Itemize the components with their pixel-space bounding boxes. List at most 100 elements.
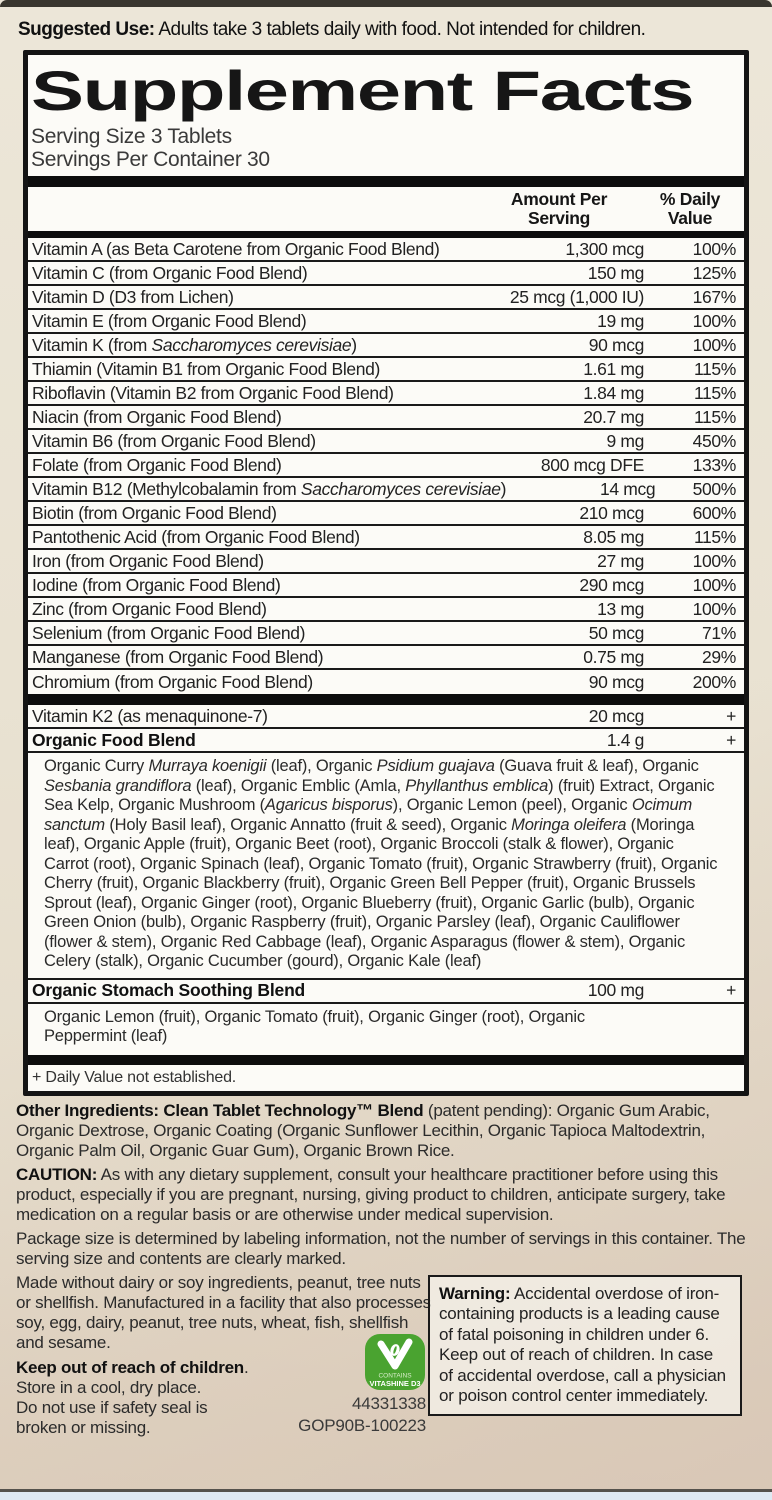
serving-size: Serving Size 3 Tablets: [31, 125, 232, 148]
table-row: Vitamin A (as Beta Carotene from Organic…: [28, 238, 744, 262]
nutrient-amount: 8.05 mg: [583, 526, 644, 547]
package-top-edge: [0, 0, 772, 7]
allergen-text: Made without dairy or soy ingredients, p…: [16, 1272, 431, 1352]
divider-thick: [28, 1054, 744, 1065]
divider-medium: [28, 231, 744, 238]
nutrient-amount: 290 mcg: [579, 574, 644, 595]
divider-thick: [28, 694, 744, 705]
vitashine-d3-badge: CONTAINS VITASHINE D3: [365, 1333, 425, 1390]
keep-out-text: Keep out of reach of children.: [16, 1357, 249, 1377]
nutrient-label: Manganese (from Organic Food Blend): [32, 646, 324, 667]
storage-text: Store in a cool, dry place.: [16, 1377, 202, 1397]
table-row: Selenium (from Organic Food Blend) 50 mc…: [28, 622, 744, 646]
table-row: Biotin (from Organic Food Blend) 210 mcg…: [28, 502, 744, 526]
table-row: Vitamin E (from Organic Food Blend) 19 m…: [28, 310, 744, 334]
nutrient-dv: 115%: [693, 382, 736, 403]
nutrient-label: Riboflavin (Vitamin B2 from Organic Food…: [32, 382, 394, 403]
nutrient-amount: 90 mcg: [588, 334, 645, 355]
nutrient-amount: 14 mcg: [599, 478, 656, 499]
nutrient-amount: 13 mg: [597, 598, 644, 619]
nutrient-label: Vitamin B6 (from Organic Food Blend): [32, 430, 316, 451]
product-code: 44331338: [351, 1393, 426, 1413]
nutrient-dv: 133%: [692, 454, 737, 475]
nutrient-dv: 100%: [692, 598, 737, 619]
nutrient-dv: 100%: [692, 550, 737, 571]
row-stomach-soothing-blend: Organic Stomach Soothing Blend 100 mg +: [28, 980, 744, 1004]
nutrient-dv: +: [726, 980, 736, 1000]
nutrient-amount: 90 mcg: [588, 671, 645, 692]
nutrient-dv: 450%: [692, 430, 737, 451]
nutrient-dv: 100%: [692, 574, 737, 595]
table-row: Iron (from Organic Food Blend) 27 mg 100…: [28, 550, 744, 574]
servings-per-container: Servings Per Container 30: [31, 148, 270, 171]
suggested-use-text: Suggested Use: Adults take 3 tablets dai…: [18, 19, 646, 40]
nutrient-dv: +: [726, 705, 736, 726]
table-row: Vitamin C (from Organic Food Blend) 150 …: [28, 262, 744, 286]
column-header-amount: Amount Per Serving: [510, 189, 608, 228]
nutrient-label: Niacin (from Organic Food Blend): [32, 406, 282, 427]
nutrient-label: Chromium (from Organic Food Blend): [32, 671, 313, 692]
nutrient-dv: 125%: [692, 262, 737, 283]
nutrient-dv: 100%: [692, 310, 737, 331]
nutrient-label: Iron (from Organic Food Blend): [32, 550, 264, 571]
nutrient-amount: 20 mcg: [588, 705, 645, 726]
nutrient-amount: 1.61 mg: [583, 358, 644, 379]
nutrient-label: Organic Food Blend: [32, 729, 196, 750]
nutrient-dv: 100%: [692, 238, 737, 259]
nutrient-label: Vitamin E (from Organic Food Blend): [32, 310, 307, 331]
nutrient-label: Pantothenic Acid (from Organic Food Blen…: [32, 526, 360, 547]
table-row: Riboflavin (Vitamin B2 from Organic Food…: [28, 382, 744, 406]
table-row: Manganese (from Organic Food Blend) 0.75…: [28, 646, 744, 670]
table-row: Chromium (from Organic Food Blend) 90 mc…: [28, 670, 744, 694]
nutrient-amount: 1.4 g: [606, 729, 645, 750]
nutrient-amount: 19 mg: [597, 310, 644, 331]
nutrient-amount: 50 mcg: [588, 622, 645, 643]
panel-title: Supplement Facts: [31, 59, 695, 122]
table-row: Folate (from Organic Food Blend) 800 mcg…: [28, 454, 744, 478]
warning-box: Warning: Accidental overdose of iron-con…: [428, 1274, 742, 1416]
daily-value-footnote: + Daily Value not established.: [32, 1068, 237, 1086]
nutrient-label: Zinc (from Organic Food Blend): [32, 598, 267, 619]
nutrient-label: Thiamin (Vitamin B1 from Organic Food Bl…: [32, 358, 381, 379]
nutrient-amount: 1.84 mg: [583, 382, 644, 403]
nutrient-label: Vitamin K (from Saccharomyces cerevisiae…: [32, 334, 357, 355]
nutrient-label: Biotin (from Organic Food Blend): [32, 502, 277, 523]
divider-thick: [28, 176, 744, 187]
nutrient-dv: 100%: [692, 334, 737, 355]
row-vitamin-k2: Vitamin K2 (as menaquinone-7) 20 mcg +: [28, 705, 744, 729]
table-row: Iodine (from Organic Food Blend) 290 mcg…: [28, 574, 744, 598]
nutrient-dv: 115%: [693, 406, 736, 427]
column-header-row: Amount Per Serving % Daily Value: [28, 187, 744, 231]
badge-vitashine-text: VITASHINE D3: [369, 1379, 420, 1388]
table-row: Vitamin K (from Saccharomyces cerevisiae…: [28, 334, 744, 358]
nutrient-label: Vitamin D (D3 from Lichen): [32, 286, 234, 307]
nutrient-label: Vitamin C (from Organic Food Blend): [32, 262, 308, 283]
food-blend-ingredients: Organic Curry Murraya koenigii (leaf), O…: [28, 753, 744, 980]
nutrient-label: Vitamin B12 (Methylcobalamin from Saccha…: [32, 478, 507, 499]
warning-text: Warning: Accidental overdose of iron-con…: [439, 1283, 726, 1406]
table-row: Thiamin (Vitamin B1 from Organic Food Bl…: [28, 358, 744, 382]
table-row: Zinc (from Organic Food Blend) 13 mg 100…: [28, 598, 744, 622]
nutrient-dv: 200%: [692, 671, 737, 692]
nutrient-amount: 1,300 mcg: [565, 238, 644, 259]
nutrient-rows: Vitamin A (as Beta Carotene from Organic…: [28, 238, 744, 694]
nutrient-dv: 500%: [692, 478, 737, 499]
nutrient-dv: 167%: [692, 286, 737, 307]
nutrient-amount: 27 mg: [597, 550, 644, 571]
table-row: Niacin (from Organic Food Blend) 20.7 mg…: [28, 406, 744, 430]
nutrient-label: Vitamin K2 (as menaquinone-7): [32, 705, 268, 726]
lot-code: GOP90B-100223: [298, 1415, 426, 1435]
v-leaf-icon: [377, 1338, 413, 1369]
nutrient-label: Selenium (from Organic Food Blend): [32, 622, 306, 643]
nutrient-dv: +: [726, 729, 736, 750]
other-ingredients-text: Other Ingredients: Clean Tablet Technolo…: [16, 1100, 710, 1160]
nutrient-label: Folate (from Organic Food Blend): [32, 454, 282, 475]
table-row: Pantothenic Acid (from Organic Food Blen…: [28, 526, 744, 550]
package-size-text: Package size is determined by labeling i…: [16, 1228, 746, 1268]
row-organic-food-blend: Organic Food Blend 1.4 g +: [28, 729, 744, 753]
footer: Other Ingredients: Clean Tablet Technolo…: [0, 1096, 772, 1445]
nutrient-dv: 71%: [702, 622, 736, 643]
nutrient-amount: 210 mcg: [579, 502, 644, 523]
nutrient-label: Vitamin A (as Beta Carotene from Organic…: [32, 238, 440, 259]
